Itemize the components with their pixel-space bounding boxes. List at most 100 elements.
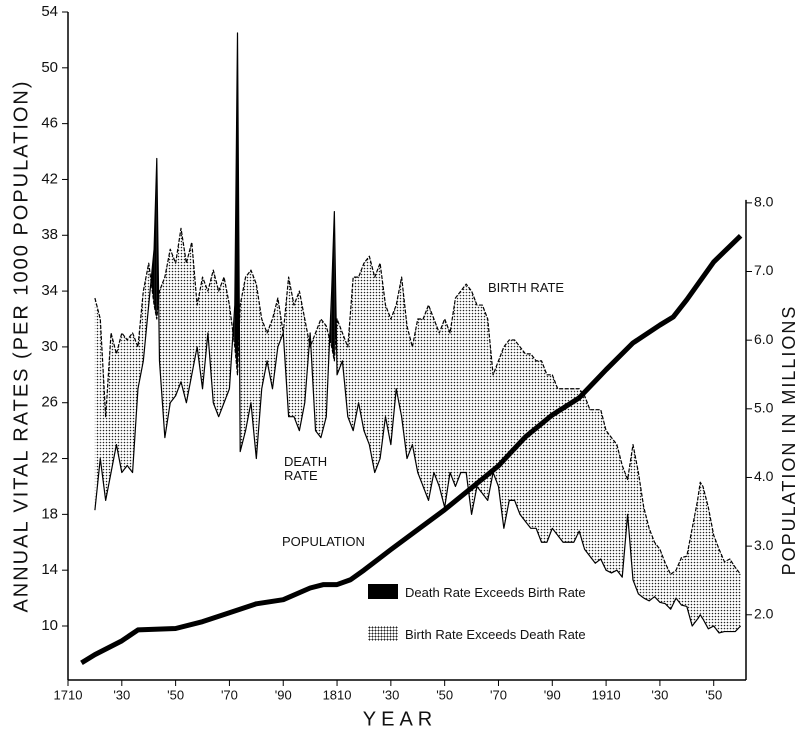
rate-gap-fill [202,277,208,389]
y2-tick-label: 2.0 [754,605,774,621]
y-tick-label: 54 [41,3,58,20]
rate-gap-fill [439,318,445,508]
rate-gap-fill [729,559,736,632]
rate-gap-fill [622,465,628,578]
rate-gap-fill [121,332,128,473]
rate-gap-fill [724,559,730,632]
legend-swatch [368,626,398,641]
rate-gap-fill [240,277,246,452]
rate-gap-fill [396,277,402,417]
rate-gap-fill [455,291,461,487]
rate-gap-fill [573,388,580,543]
x-tick-label: '70 [490,687,507,702]
rate-gap-fill [111,332,117,473]
rate-gap-fill [546,374,553,543]
rate-gap-fill [460,284,467,473]
rate-gap-fill [444,318,451,508]
rate-gap-fill [137,291,144,389]
x-tick-label: '90 [544,687,561,702]
y-tick-label: 14 [41,561,58,578]
rate-gap-fill [681,556,687,607]
rate-gap-fill [676,557,682,606]
rate-gap-fill [105,332,112,501]
rate-gap-fill [245,270,251,431]
rate-gap-fill [552,374,558,536]
rate-gap-fill [380,263,386,459]
rate-gap-fill [670,570,677,610]
y-tick-label: 38 [41,226,58,243]
y2-axis-title: POPULATION IN MILLIONS [779,305,799,576]
rate-gap-fill [94,298,101,511]
series-line [94,32,742,634]
rate-gap-fill [579,388,585,550]
y-axis-title: ANNUAL VITAL RATES (PER 1000 POPULATION) [10,79,32,612]
x-tick-label: '50 [167,687,184,702]
y-tick-label: 34 [41,282,58,299]
rate-gap-fill [713,535,720,633]
y-tick-label: 10 [41,617,58,634]
rate-gap-fill [170,249,176,403]
rate-gap-fill [665,563,671,610]
rate-gap-fill [514,339,520,515]
rate-gap-fill [471,291,477,515]
rate-gap-fill [476,305,483,494]
rate-gap-fill [735,567,741,632]
x-tick-label: 1910 [592,687,621,702]
rate-gap-fill [164,249,171,438]
rate-gap-fill [374,263,381,473]
rate-gap-fill [299,291,305,431]
rate-gap-fill [638,472,644,599]
rate-gap-fill [218,277,225,417]
rate-gap-fill [353,277,359,431]
rate-gap-fill [708,507,714,629]
rate-gap-fill [213,270,219,417]
rate-gap-fill [127,332,133,473]
rate-gap-fill [520,346,526,522]
series-line [80,234,743,665]
rate-gap-fill [294,291,300,431]
rate-gap-fill [482,305,488,501]
y2-tick-label: 7.0 [754,262,774,278]
x-axis-title: YEAR [363,708,437,730]
rate-gap-fill [191,242,198,375]
rate-gap-fill [288,277,294,417]
rate-gap-fill [401,277,407,459]
rate-gap-fill [417,318,424,487]
rate-gap-fill [633,444,639,594]
x-tick-label: 1810 [323,687,352,702]
rate-gap-fill [175,228,181,396]
rate-gap-fill [390,305,397,445]
rate-gap-fill [116,332,122,473]
rate-gap-fill [428,305,434,501]
rate-gap-fill [643,507,650,601]
rate-gap-fill [557,388,564,543]
rate-gap-fill [224,277,230,403]
rate-gap-fill [616,444,623,578]
rate-gap-fill [536,360,542,543]
rate-gap-fill [100,318,106,501]
y2-tick-label: 6.0 [754,331,774,347]
rate-gap-fill [503,339,510,529]
rate-gap-fill [385,305,391,445]
death-rate-label: DEATH RATE [284,454,328,483]
rate-gap-fill [159,277,165,438]
y-tick-label: 30 [41,338,58,355]
rate-gap-fill [563,388,569,543]
y-tick-label: 50 [41,59,58,76]
rate-gap-fill [315,318,321,438]
x-tick-label: '30 [651,687,668,702]
y-tick-label: 26 [41,394,58,411]
population-label: POPULATION [282,534,365,549]
x-tick-label: '70 [221,687,238,702]
rate-gap-fill [493,360,499,487]
rate-gap-fill [412,318,418,473]
rate-gap-fill [627,444,633,580]
rate-gap-fill [697,482,701,620]
y-tick-label: 46 [41,115,58,132]
x-tick-label: '90 [275,687,292,702]
rate-gap-fill [702,486,709,629]
legend-label: Birth Rate Exceeds Death Rate [405,627,586,642]
rate-gap-fill [692,500,698,626]
